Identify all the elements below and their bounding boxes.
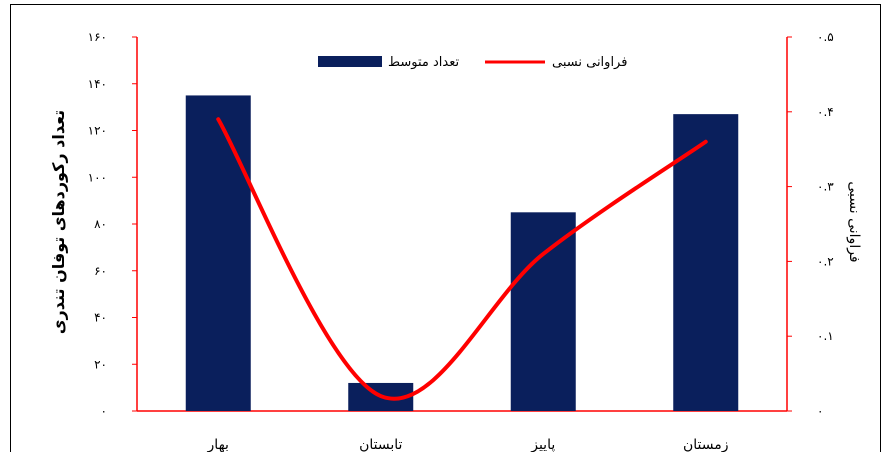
bar-4 [673, 114, 739, 411]
chart-frame [10, 4, 881, 452]
plot-layer: ۰ ۲۰ ۴۰ ۶۰ ۸۰ ۱۰۰ ۱۲۰ ۱۴۰ ۱۶۰ ۰ ۰.۱ ۰.۲ ۰.۳ ۰.۴ ۰.۵ بها… [88, 30, 835, 452]
bar-3 [510, 212, 576, 411]
x-category-label: زمستان [683, 437, 729, 452]
legend-bar-swatch [318, 56, 382, 67]
y-right-tick-label: ۰.۵ [817, 30, 834, 44]
y-right-tick-label: ۰.۱ [817, 329, 834, 343]
x-category-label: تابستان [359, 437, 402, 452]
y-left-tick-label: ۱۶۰ [88, 30, 107, 44]
y-right-tick-label: ۰.۴ [817, 105, 834, 119]
y-left-tick-label: ۱۴۰ [88, 77, 107, 91]
y-right-axis-title: فراوانی نسبی [846, 181, 862, 262]
y-right-tick-label: ۰ [817, 404, 823, 418]
y-left-tick-label: ۲۰ [94, 357, 107, 371]
y-left-tick-label: ۱۲۰ [88, 124, 107, 138]
y-left-tick-label: ۶۰ [94, 264, 107, 278]
y-left-tick-label: ۸۰ [94, 217, 107, 231]
relative-frequency-line [216, 117, 708, 401]
y-left-tick-label: ۴۰ [94, 311, 107, 325]
x-category-label: بهار [207, 437, 229, 452]
legend: تعداد متوسط فراوانی نسبی [318, 55, 627, 70]
y-right-tick-label: ۰.۲ [817, 254, 834, 268]
y-left-tick-label: ۰ [101, 404, 107, 418]
x-category-label: پاییز [530, 437, 555, 452]
legend-line-label: فراوانی نسبی [552, 55, 627, 70]
y-left-axis-title: تعداد رکوردهای توفان تندری [49, 110, 68, 334]
y-left-tick-label: ۱۰۰ [88, 170, 107, 184]
y-right-tick-label: ۰.۳ [817, 180, 834, 194]
legend-bar-label: تعداد متوسط [388, 55, 459, 70]
bar-1 [185, 95, 251, 411]
